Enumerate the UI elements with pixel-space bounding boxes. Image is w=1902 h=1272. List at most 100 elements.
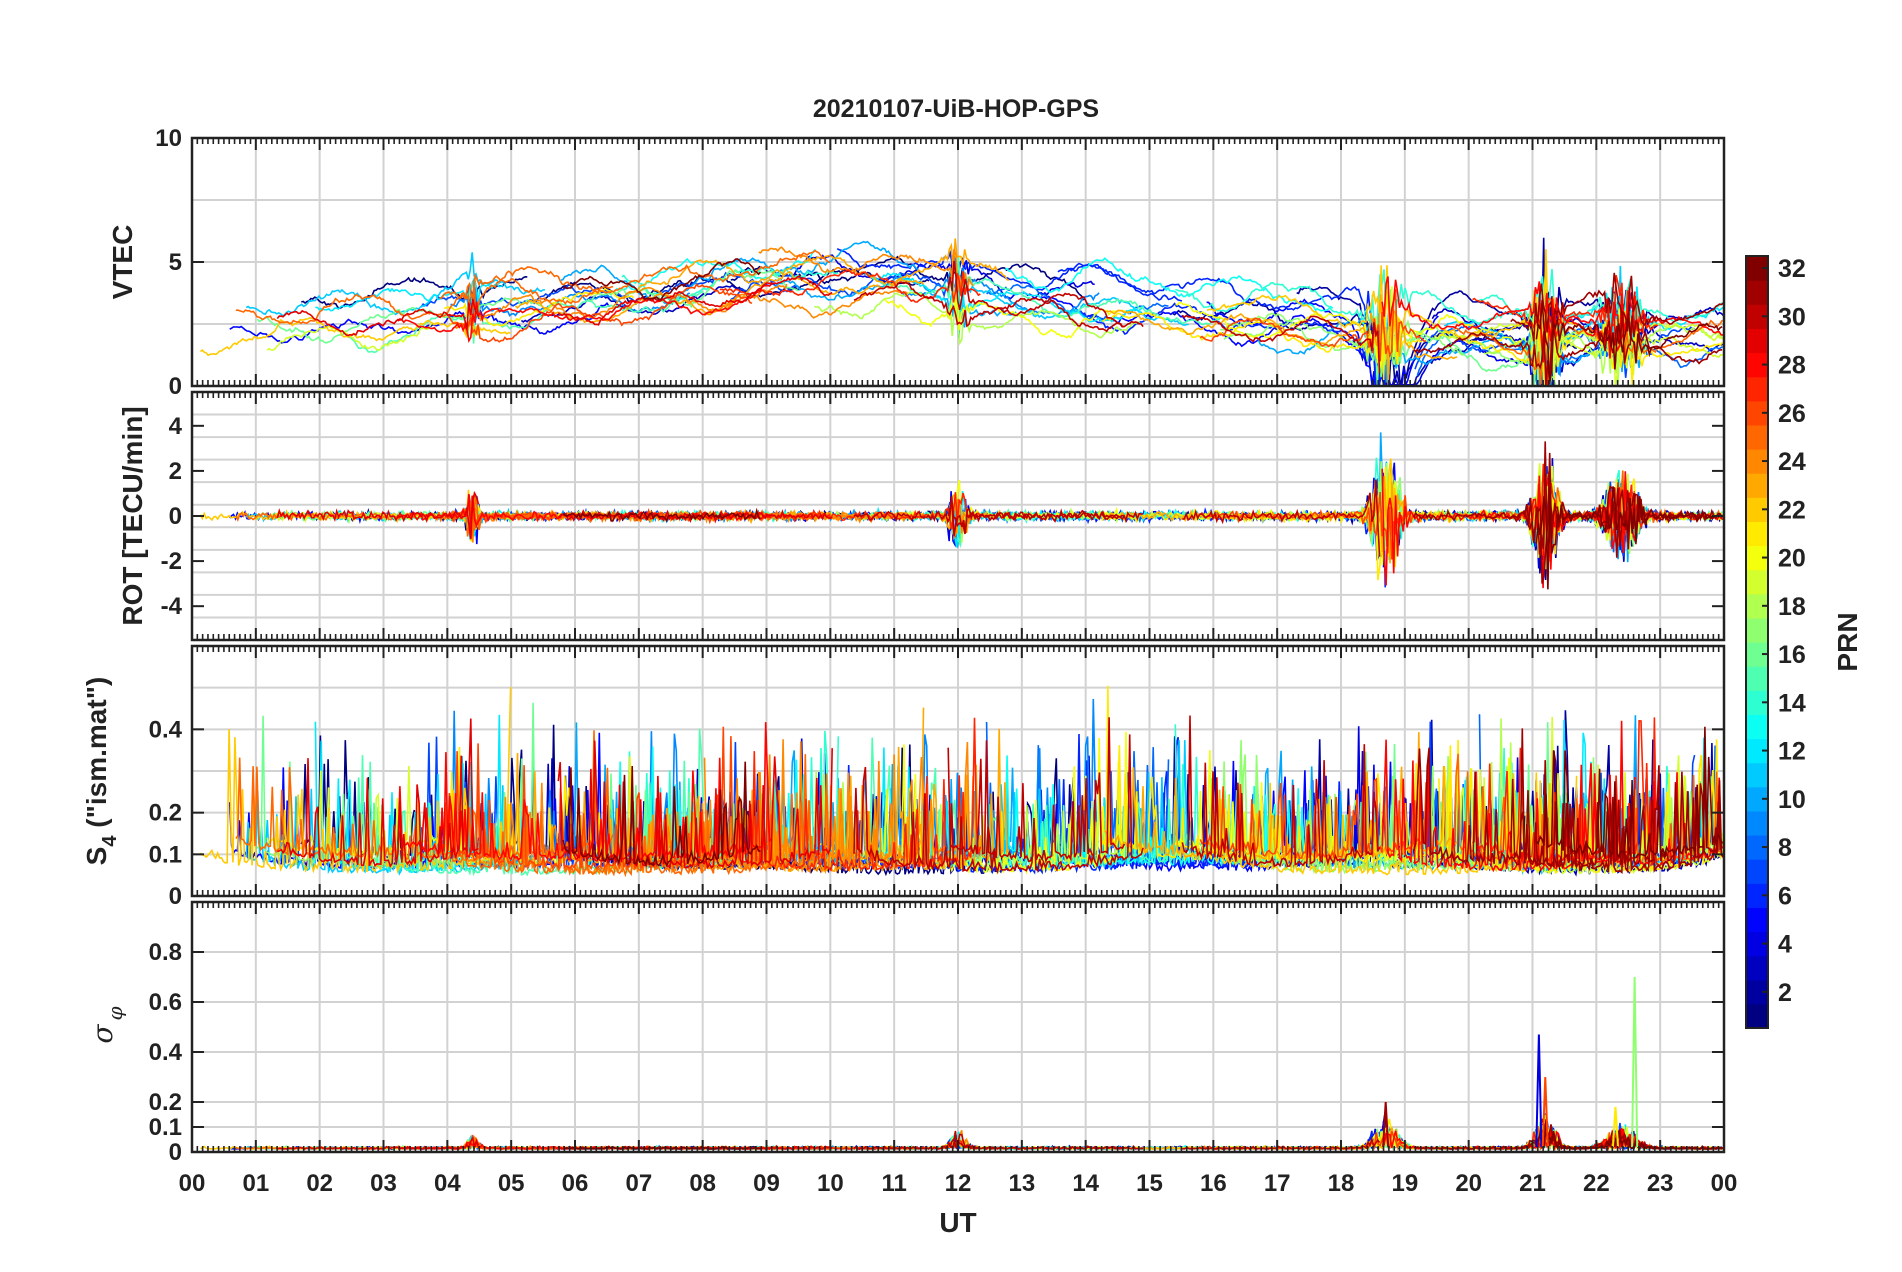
colorbar-tick-label: 8	[1778, 834, 1792, 862]
colorbar-segment	[1746, 1003, 1768, 1029]
x-tick-label: 07	[625, 1170, 652, 1197]
series-line-vtec-prn2	[1296, 237, 1656, 386]
y-tick-label-s4: 0.4	[149, 716, 183, 743]
series-line-rot-prn32	[562, 507, 761, 523]
colorbar-segment	[1746, 907, 1768, 933]
colorbar-segment	[1746, 931, 1768, 957]
colorbar-frame	[1745, 255, 1769, 1029]
x-tick-label: 05	[498, 1170, 525, 1197]
colorbar-segment	[1746, 883, 1768, 908]
y-axis-label-vtec: VTEC	[107, 225, 138, 300]
colorbar-segment	[1746, 617, 1768, 643]
sigphi-peak	[1611, 1106, 1620, 1148]
series-line-s4-prn28	[1381, 720, 1636, 873]
colorbar-tick-label: 16	[1778, 641, 1806, 669]
colorbar-segment	[1746, 280, 1768, 305]
series-line-s4-prn31	[1413, 747, 1723, 870]
series-line-vtec-prn31	[1413, 310, 1723, 385]
colorbar-tick-label: 20	[1778, 545, 1806, 573]
x-tick-label: 22	[1583, 1170, 1610, 1197]
colorbar-segment	[1746, 835, 1768, 860]
series-line-sigphi-prn30	[947, 1133, 1125, 1150]
series-line-vtec-prn28	[1381, 276, 1636, 363]
x-tick-label: 14	[1072, 1170, 1099, 1197]
series-line-vtec-prn19	[266, 321, 440, 351]
colorbar-segment	[1746, 738, 1768, 764]
series-line-s4-prn25	[438, 754, 831, 878]
series-line-s4-prn32	[1535, 726, 1723, 859]
series-line-vtec-prn29	[557, 275, 833, 326]
y-tick-label-sigphi: 0.8	[149, 939, 182, 966]
y-tick-label-vtec: 0	[169, 373, 182, 400]
colorbar-segment	[1746, 424, 1768, 450]
series-line-rot-prn30	[947, 502, 1126, 537]
series-line-vtec-prn15	[346, 290, 704, 354]
colorbar-tick-label: 28	[1778, 352, 1806, 380]
colorbar-segment	[1746, 521, 1768, 547]
sigphi-peak	[1382, 1101, 1390, 1148]
y-tick-label-rot: -2	[161, 548, 182, 575]
colorbar-tick-label: 32	[1778, 255, 1806, 283]
y-tick-label-rot: 4	[169, 413, 183, 440]
series-line-s4-prn22	[199, 687, 512, 875]
sigphi-peak	[1541, 1076, 1549, 1148]
x-tick-label: 00	[179, 1170, 206, 1197]
colorbar-tick-label: 2	[1778, 979, 1792, 1007]
series-line-vtec-prn30	[1181, 314, 1381, 374]
colorbar-segment	[1746, 304, 1768, 329]
series-line-vtec-prn18	[1483, 304, 1724, 384]
series-line-vtec-prn28	[397, 283, 773, 344]
colorbar-segment	[1746, 810, 1768, 836]
chart-title: 20210107-UiB-HOP-GPS	[813, 95, 1099, 123]
x-axis-label: UT	[939, 1207, 976, 1238]
series-line-s4-prn29	[277, 718, 479, 868]
series-line-s4-prn29	[557, 740, 833, 870]
sigphi-peak	[1631, 976, 1639, 1148]
label-layer: 20210107-UiB-HOP-GPS UT 0510-4-202400.10…	[81, 95, 1737, 1238]
series-line-vtec-prn26	[1199, 288, 1427, 362]
y-tick-label-vtec: 10	[155, 125, 182, 152]
colorbar-segment	[1746, 569, 1768, 595]
series-line-vtec-prn27	[1472, 275, 1659, 385]
x-tick-label: 09	[753, 1170, 780, 1197]
colorbar-segment	[1746, 545, 1768, 571]
colorbar-tick-label: 22	[1778, 496, 1806, 524]
y-tick-label-sigphi: 0.4	[149, 1039, 183, 1066]
series-line-s4-prn30	[947, 717, 1126, 864]
x-tick-label: 18	[1328, 1170, 1355, 1197]
colorbar-tick-label: 30	[1778, 303, 1806, 331]
series-line-vtec-prn17	[1220, 312, 1464, 360]
series-line-vtec-prn24	[455, 283, 788, 335]
colorbar-segment	[1746, 400, 1768, 426]
x-tick-label: 23	[1647, 1170, 1674, 1197]
y-tick-label-sigphi: 0.1	[149, 1114, 182, 1141]
y-tick-label-sigphi: 0.6	[149, 989, 182, 1016]
series-line-rot-prn30	[1182, 479, 1381, 557]
series-line-s4-prn30	[853, 734, 1144, 875]
series-line-rot-prn31	[1413, 452, 1723, 584]
series-line-vtec-prn26	[446, 283, 753, 343]
series-line-vtec-prn16	[587, 268, 800, 309]
colorbar-tick-label: 18	[1778, 593, 1806, 621]
series-line-vtec-prn6	[1057, 262, 1381, 358]
series-line-s4-prn32	[562, 761, 761, 868]
series-line-vtec-prn18	[814, 291, 1141, 346]
colorbar-segment	[1746, 593, 1768, 619]
series-line-rot-prn29	[276, 490, 480, 540]
colorbar-segment	[1746, 666, 1768, 691]
x-tick-label: 01	[242, 1170, 269, 1197]
y-tick-label-sigphi: 0	[169, 1139, 182, 1166]
colorbar-segment	[1746, 762, 1768, 788]
series-line-vtec-prn20	[884, 286, 1130, 339]
x-tick-label: 15	[1136, 1170, 1163, 1197]
series-line-s4-prn24	[703, 754, 909, 875]
colorbar-segment	[1746, 473, 1768, 498]
series-line-vtec-prn3	[1412, 302, 1724, 386]
x-tick-label: 19	[1391, 1170, 1418, 1197]
x-tick-label: 03	[370, 1170, 397, 1197]
series-line-vtec-prn12	[315, 275, 504, 312]
series-line-sigphi-prn32	[1536, 1119, 1723, 1151]
colorbar-segment	[1746, 256, 1768, 281]
x-tick-label: 17	[1264, 1170, 1291, 1197]
